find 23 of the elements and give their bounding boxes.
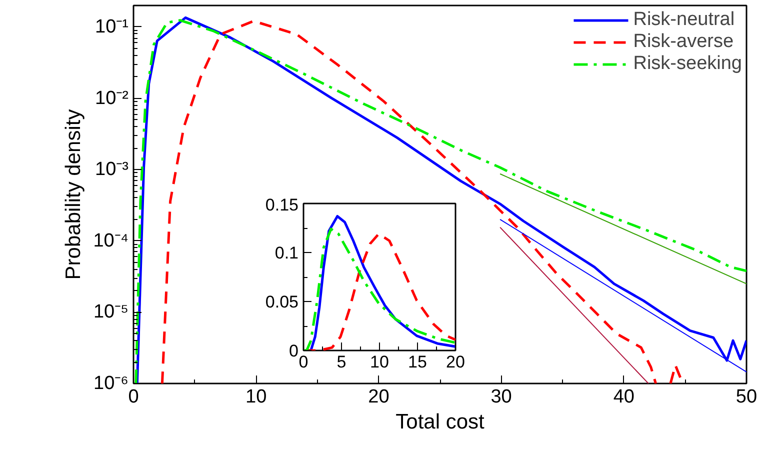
y-axis-title: Probability density bbox=[62, 108, 86, 280]
legend-label: Risk-neutral bbox=[633, 9, 735, 31]
x-tick-label: 20 bbox=[446, 352, 465, 372]
y-tick-label: 10⁻² bbox=[95, 88, 129, 109]
y-tick-label: 10⁻³ bbox=[95, 159, 129, 180]
x-tick-label: 20 bbox=[368, 386, 390, 408]
x-tick-label: 5 bbox=[336, 352, 346, 372]
x-tick-label: 30 bbox=[490, 386, 512, 408]
y-tick-label: 0.15 bbox=[265, 196, 299, 214]
x-tick-label: 50 bbox=[736, 386, 758, 408]
y-tick-label: 0.05 bbox=[265, 292, 299, 312]
x-tick-label: 15 bbox=[408, 352, 427, 372]
legend-label: Risk-averse bbox=[633, 31, 734, 53]
y-tick-label: 10⁻⁶ bbox=[94, 373, 129, 394]
x-axis-title: Total cost bbox=[396, 410, 485, 434]
x-tick-label: 10 bbox=[370, 352, 389, 372]
y-tick-label: 10⁻⁴ bbox=[93, 230, 129, 252]
x-tick-label: 10 bbox=[246, 386, 267, 408]
legend-label: Risk-seeking bbox=[633, 53, 742, 75]
y-tick-label: 10⁻¹ bbox=[95, 16, 129, 38]
x-tick-label: 40 bbox=[613, 386, 634, 408]
y-tick-label: 10⁻⁵ bbox=[93, 302, 129, 323]
y-tick-label: 0.1 bbox=[274, 244, 299, 262]
